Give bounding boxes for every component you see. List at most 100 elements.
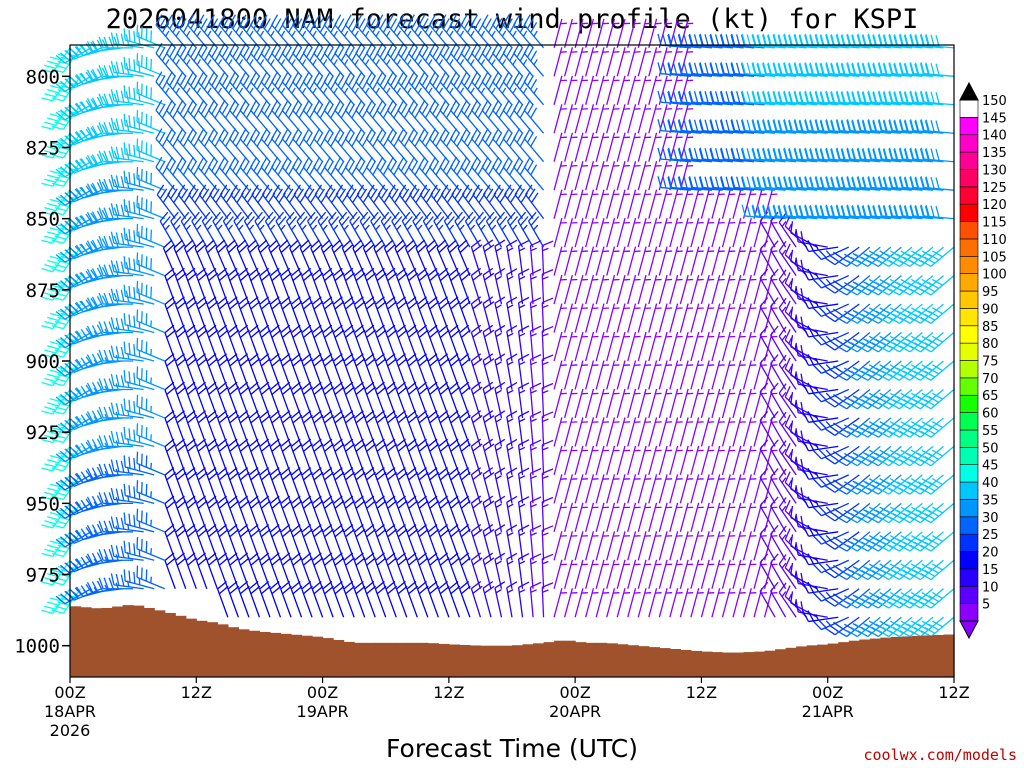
barb-staff xyxy=(136,235,165,248)
wind-barb xyxy=(136,394,165,419)
barb-feather xyxy=(103,65,109,77)
barb-feather xyxy=(47,145,59,151)
wind-barb xyxy=(185,324,198,362)
barb-feather xyxy=(150,286,153,299)
barb-feather xyxy=(54,178,67,183)
barb-feather xyxy=(41,211,53,216)
barb-staff xyxy=(165,166,187,191)
barb-feather xyxy=(75,244,84,256)
barb-feather xyxy=(110,146,115,158)
barb-feather xyxy=(115,118,120,131)
barb-feather xyxy=(176,99,184,111)
barb-feather xyxy=(44,491,56,496)
barb-feather xyxy=(120,119,125,131)
barb-feather xyxy=(44,377,56,383)
barb-feather xyxy=(85,384,94,396)
barb-feather xyxy=(91,125,99,137)
barb-feather xyxy=(120,62,125,74)
wind-barb xyxy=(98,65,134,77)
barb-feather xyxy=(110,373,115,386)
barb-feather xyxy=(166,557,177,566)
barb-feather xyxy=(115,573,120,586)
barb-feather xyxy=(136,537,139,549)
barb-feather xyxy=(123,483,126,496)
barb-feather xyxy=(60,52,70,61)
barb-staff xyxy=(62,275,82,301)
barb-feather xyxy=(113,65,119,77)
barb-feather xyxy=(96,495,104,507)
barb-feather xyxy=(47,231,59,236)
barb-feather xyxy=(55,367,66,377)
barb-feather xyxy=(179,18,187,30)
barb-feather xyxy=(175,353,185,362)
barb-feather xyxy=(113,207,119,219)
barb-feather xyxy=(133,372,136,385)
barb-feather xyxy=(133,571,136,584)
barb-feather xyxy=(128,257,131,270)
barb-feather xyxy=(115,289,120,301)
barb-feather xyxy=(108,435,114,447)
barb-feather xyxy=(164,244,175,254)
barb-feather xyxy=(96,352,104,364)
barb-feather xyxy=(86,496,94,508)
wind-barb xyxy=(136,309,165,334)
wind-barb xyxy=(98,264,134,277)
barb-feather xyxy=(197,272,208,282)
barb-feather xyxy=(197,414,208,424)
wind-barb xyxy=(162,239,176,276)
barb-feather xyxy=(49,426,62,431)
barb-feather xyxy=(120,147,125,160)
barb-feather xyxy=(145,284,148,297)
barb-feather xyxy=(51,410,64,415)
barb-feather xyxy=(113,122,119,134)
wind-barb xyxy=(136,508,165,533)
barb-feather xyxy=(55,254,66,263)
barb-feather xyxy=(91,154,99,166)
wind-barb xyxy=(136,565,165,590)
barb-feather xyxy=(138,174,141,187)
barb-feather xyxy=(166,329,177,339)
barb-feather xyxy=(75,358,84,370)
barb-feather xyxy=(80,357,89,368)
wind-barb xyxy=(123,113,155,134)
barb-feather xyxy=(55,111,66,121)
barb-feather xyxy=(110,32,115,45)
wind-barb xyxy=(136,366,165,391)
barb-half-feather xyxy=(196,87,202,94)
barb-feather xyxy=(60,593,70,602)
barb-feather xyxy=(108,235,114,248)
barb-feather xyxy=(49,568,62,574)
barb-feather xyxy=(60,308,70,318)
wind-barb xyxy=(123,483,155,504)
barb-feather xyxy=(49,540,62,545)
barb-feather xyxy=(145,28,148,41)
barb-feather xyxy=(128,285,131,298)
barb-feather xyxy=(120,289,125,302)
barb-feather xyxy=(165,14,173,26)
barb-half-feather xyxy=(175,224,181,231)
barb-feather xyxy=(108,321,114,333)
barb-feather xyxy=(41,353,53,358)
barb-feather xyxy=(91,353,99,365)
barb-feather xyxy=(166,443,177,452)
wind-barb xyxy=(98,178,134,191)
barb-feather xyxy=(51,609,64,614)
barb-feather xyxy=(103,150,109,162)
barb-feather xyxy=(80,272,89,283)
wind-barb xyxy=(195,524,208,561)
wind-barb xyxy=(159,211,176,248)
wind-barb xyxy=(110,260,144,277)
barb-feather xyxy=(108,264,114,276)
barb-feather xyxy=(49,455,62,460)
barb-feather xyxy=(86,411,94,423)
barb-feather xyxy=(41,495,53,501)
wind-barb xyxy=(110,373,144,391)
wind-barb xyxy=(195,381,208,419)
barb-feather xyxy=(98,93,104,106)
barb-feather xyxy=(85,156,94,168)
barb-feather xyxy=(86,69,94,81)
barb-feather xyxy=(136,223,139,236)
barb-feather xyxy=(57,231,70,236)
barb-feather xyxy=(133,315,136,328)
barb-feather xyxy=(98,65,104,77)
